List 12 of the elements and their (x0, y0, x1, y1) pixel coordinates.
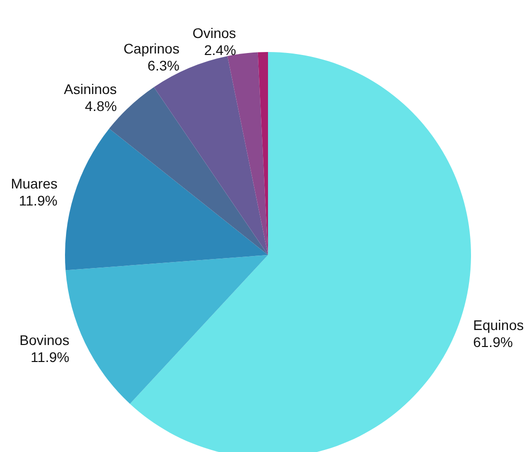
slice-label: Caprinos (123, 40, 180, 56)
slice-label: Muares (10, 175, 58, 192)
data-label: 4.8% (84, 98, 117, 114)
slice-label: Ovinos (192, 25, 236, 42)
slice-label: Bovinos (20, 332, 70, 348)
data-label: 11.9% (18, 192, 58, 208)
data-label: 61.9% (473, 334, 513, 350)
data-label: 6.3% (148, 57, 180, 74)
slice-label: Equinos (473, 317, 524, 334)
data-label: 11.9% (30, 348, 70, 365)
slice-label: Asininos (64, 80, 117, 97)
data-label: 2.4% (204, 42, 236, 58)
